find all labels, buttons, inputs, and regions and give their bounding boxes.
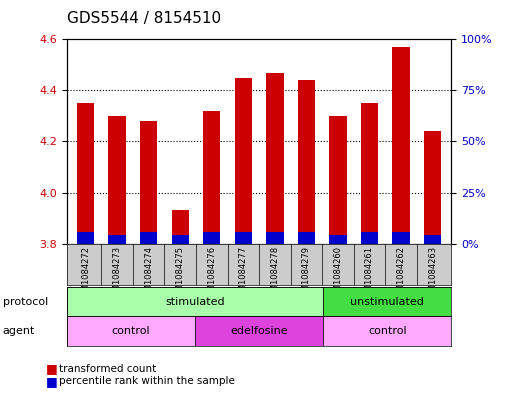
Text: stimulated: stimulated	[165, 297, 225, 307]
Text: control: control	[368, 326, 407, 336]
Text: transformed count: transformed count	[59, 364, 156, 374]
Text: percentile rank within the sample: percentile rank within the sample	[59, 376, 235, 386]
Bar	[171, 210, 189, 244]
Bar	[266, 72, 284, 244]
Bar	[140, 232, 157, 244]
Bar	[323, 316, 451, 346]
Bar	[77, 232, 94, 244]
Bar	[361, 232, 378, 244]
Text: GSM1084272: GSM1084272	[81, 246, 90, 302]
Bar	[67, 287, 323, 316]
Text: GSM1084260: GSM1084260	[333, 246, 342, 302]
Bar	[298, 232, 315, 244]
Text: GSM1084275: GSM1084275	[176, 246, 185, 302]
Text: ■: ■	[46, 362, 58, 375]
Text: control: control	[111, 326, 150, 336]
Bar	[392, 232, 410, 244]
Bar	[171, 235, 189, 244]
Text: GSM1084263: GSM1084263	[428, 246, 437, 302]
Bar	[361, 103, 378, 244]
Bar	[323, 287, 451, 316]
Bar	[195, 316, 323, 346]
Text: GSM1084261: GSM1084261	[365, 246, 374, 302]
Text: GSM1084262: GSM1084262	[397, 246, 405, 302]
Text: GDS5544 / 8154510: GDS5544 / 8154510	[67, 11, 221, 26]
Bar	[203, 111, 221, 244]
Text: GSM1084279: GSM1084279	[302, 246, 311, 302]
Text: unstimulated: unstimulated	[350, 297, 424, 307]
Bar	[67, 316, 195, 346]
Bar	[329, 235, 347, 244]
Bar	[298, 80, 315, 244]
Text: edelfosine: edelfosine	[230, 326, 288, 336]
Text: GSM1084276: GSM1084276	[207, 246, 216, 302]
Bar	[234, 77, 252, 244]
Bar	[424, 235, 441, 244]
Text: GSM1084278: GSM1084278	[270, 246, 280, 302]
Text: GSM1084277: GSM1084277	[239, 246, 248, 302]
Bar	[77, 103, 94, 244]
Bar	[329, 116, 347, 244]
Bar	[234, 232, 252, 244]
Text: ■: ■	[46, 375, 58, 388]
Bar	[266, 232, 284, 244]
Text: GSM1084274: GSM1084274	[144, 246, 153, 302]
Bar	[424, 131, 441, 244]
Bar	[108, 116, 126, 244]
Bar	[392, 47, 410, 244]
Bar	[140, 121, 157, 244]
Text: agent: agent	[3, 326, 35, 336]
Text: protocol: protocol	[3, 297, 48, 307]
Text: GSM1084273: GSM1084273	[113, 246, 122, 302]
Bar	[108, 235, 126, 244]
Bar	[203, 232, 221, 244]
